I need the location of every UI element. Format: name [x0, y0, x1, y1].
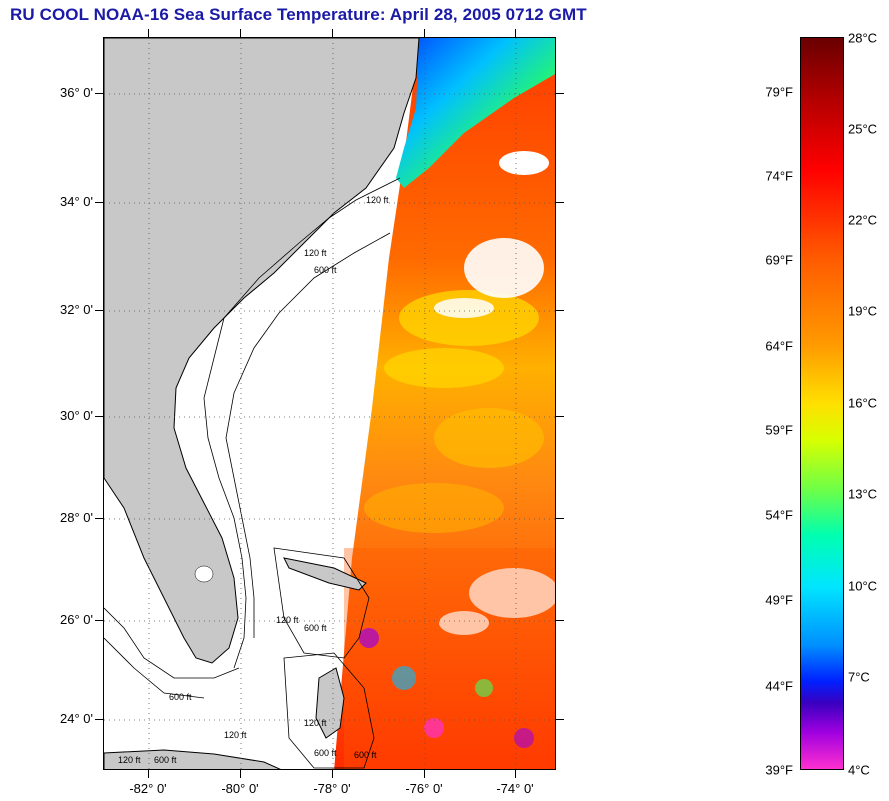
land-us-southeast: [104, 38, 420, 664]
colorbar-label-celsius: 4°C: [848, 762, 870, 778]
isobath-florida-keys: [104, 607, 240, 699]
colorbar-label-celsius: 13°C: [848, 486, 878, 502]
colorbar-label-celsius: 7°C: [848, 669, 870, 685]
isobath-label: 120 ft: [118, 755, 141, 765]
sst-filament: [364, 483, 504, 533]
colorbar-label-fahrenheit: 59°F: [765, 422, 793, 438]
isobath-label: 600 ft: [314, 748, 337, 758]
sst-speckle: [359, 628, 379, 648]
colorbar-label-fahrenheit: 74°F: [765, 168, 793, 184]
lat-label-24: 24° 0': [60, 711, 93, 726]
isobath-label: 120 ft: [304, 718, 327, 728]
isobath-label: 600 ft: [154, 755, 177, 765]
land-grand-bahama: [283, 557, 367, 591]
land-andros: [315, 667, 345, 739]
sst-filament: [399, 290, 539, 346]
cloud-gap: [434, 298, 494, 318]
isobath-label: 120 ft: [304, 248, 327, 258]
isobath-bahamas-south: [283, 652, 375, 769]
lat-label-36: 36° 0': [60, 85, 93, 100]
colorbar-label-celsius: 25°C: [848, 121, 878, 137]
isobath-label: 120 ft: [276, 615, 299, 625]
lat-label-32: 32° 0': [60, 302, 93, 317]
land-cuba: [104, 749, 281, 769]
lake-okeechobee: [194, 565, 214, 583]
sst-filament: [434, 408, 544, 468]
isobath-120ft: [203, 177, 401, 669]
chart-title: RU COOL NOAA-16 Sea Surface Temperature:…: [10, 5, 587, 24]
cool-shelf-water: [396, 38, 555, 188]
graticule: [104, 38, 555, 769]
colorbar-label-fahrenheit: 64°F: [765, 338, 793, 354]
sst-speckle: [514, 728, 534, 748]
isobath-label: 600 ft: [314, 265, 337, 275]
lon-label-74: -74° 0': [496, 781, 534, 796]
colorbar-label-celsius: 10°C: [848, 578, 878, 594]
sst-speckle: [392, 666, 416, 690]
cloud-gap: [439, 611, 489, 635]
colorbar-label-fahrenheit: 79°F: [765, 84, 793, 100]
colorbar-label-celsius: 16°C: [848, 395, 878, 411]
lat-label-26: 26° 0': [60, 612, 93, 627]
colorbar-label-fahrenheit: 44°F: [765, 678, 793, 694]
map-canvas: 120 ft 120 ft 600 ft 120 ft 600 ft 120 f…: [104, 38, 555, 769]
colorbar-label-celsius: 22°C: [848, 212, 878, 228]
cloud-gap: [464, 238, 544, 298]
colorbar-label-fahrenheit: 39°F: [765, 762, 793, 778]
sst-map: 120 ft 120 ft 600 ft 120 ft 600 ft 120 f…: [103, 37, 556, 770]
colorbar-label-fahrenheit: 54°F: [765, 507, 793, 523]
lon-label-82: -82° 0': [129, 781, 167, 796]
colorbar-label-fahrenheit: 49°F: [765, 592, 793, 608]
sst-speckle: [475, 679, 493, 697]
sst-speckle: [424, 718, 444, 738]
colorbar-label-celsius: 19°C: [848, 303, 878, 319]
lat-label-28: 28° 0': [60, 510, 93, 525]
isobath-label: 600 ft: [304, 623, 327, 633]
lon-label-80: -80° 0': [221, 781, 259, 796]
cloud-gap: [469, 568, 555, 618]
lat-label-30: 30° 0': [60, 408, 93, 423]
isobath-600ft: [225, 232, 391, 638]
colorbar-label-fahrenheit: 69°F: [765, 252, 793, 268]
temperature-colorbar: [800, 37, 844, 770]
isobath-label: 600 ft: [169, 692, 192, 702]
cloud-gap: [499, 151, 549, 175]
sst-filament: [384, 348, 504, 388]
lon-label-76: -76° 0': [405, 781, 443, 796]
lon-label-78: -78° 0': [313, 781, 351, 796]
isobath-label: 600 ft: [354, 750, 377, 760]
lat-label-34: 34° 0': [60, 194, 93, 209]
colorbar-label-celsius: 28°C: [848, 30, 878, 46]
isobath-bahamas: [273, 547, 370, 659]
isobath-label: 120 ft: [224, 730, 247, 740]
isobath-label: 120 ft: [366, 195, 389, 205]
